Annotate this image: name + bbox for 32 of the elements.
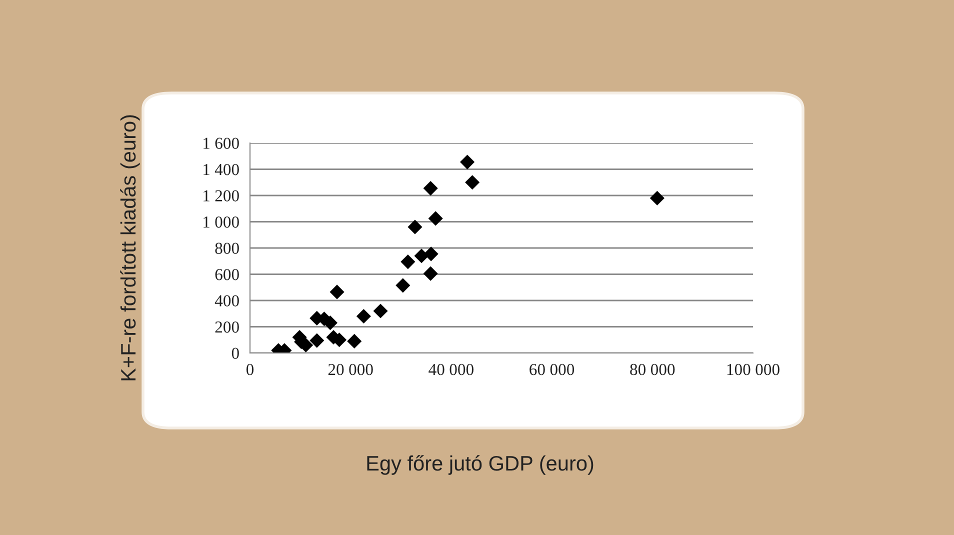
point: [347, 334, 362, 348]
y-tick-label: 1 600: [204, 138, 239, 149]
x-tick-label: 0: [246, 364, 254, 376]
x-tick-label: 100 000: [727, 364, 780, 376]
x-tick-label: 60 000: [530, 364, 574, 376]
y-tick-label: 200: [215, 321, 239, 333]
point: [356, 308, 371, 324]
y-tick-label: 800: [215, 242, 239, 254]
x-tick-label: 40 000: [428, 364, 474, 376]
point: [460, 154, 475, 170]
point: [424, 246, 438, 262]
x-axis-title: Egy főre jutó GDP (euro): [367, 455, 594, 475]
point: [396, 278, 410, 293]
point: [330, 284, 344, 300]
y-tick-label: 1 200: [204, 190, 239, 202]
point: [423, 180, 438, 196]
y-axis-title: K+F-re fordított kiadás (euro): [120, 115, 140, 380]
point: [650, 190, 664, 206]
x-tick-label: 80 000: [630, 364, 675, 376]
point: [465, 175, 480, 190]
y-tick-label: 1 400: [204, 164, 239, 176]
y-tick-label: 400: [214, 295, 239, 306]
y-tick-label: 1 000: [204, 216, 239, 228]
point: [423, 266, 438, 281]
y-tick-label: 600: [215, 268, 239, 280]
point: [373, 304, 388, 318]
y-tick-label: 0: [232, 348, 239, 359]
point: [400, 254, 416, 270]
point: [408, 220, 422, 234]
point: [310, 333, 324, 348]
point: [428, 211, 443, 226]
x-tick-label: 20 000: [328, 364, 373, 376]
